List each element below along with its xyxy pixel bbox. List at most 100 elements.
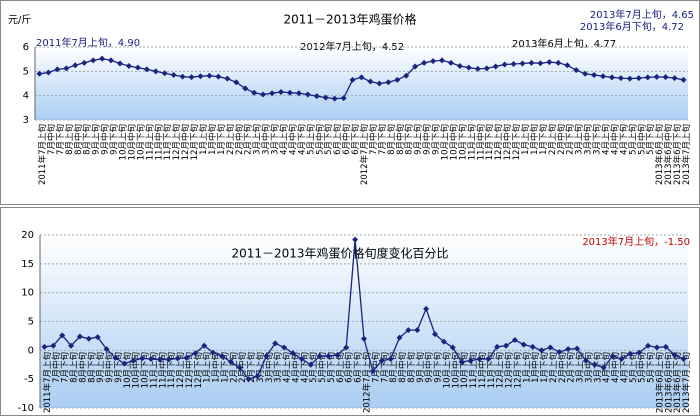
marker <box>218 353 225 360</box>
marker <box>251 89 258 96</box>
x-tick-label: 5月中旬 <box>637 352 648 383</box>
x-tick-label: 2月下旬 <box>243 124 254 155</box>
marker <box>511 336 518 343</box>
x-tick-label: 8月上旬 <box>386 124 397 155</box>
x-tick-label: 2012年7月上旬 <box>359 124 370 185</box>
x-tick-label: 4月上旬 <box>282 352 293 383</box>
x-tick-label: 11月下旬 <box>484 124 495 160</box>
marker <box>680 355 687 362</box>
x-tick-label: 9月下旬 <box>113 352 124 383</box>
marker <box>325 353 332 360</box>
x-tick-label: 12月中旬 <box>502 124 513 160</box>
x-tick-label: 1月中旬 <box>207 124 218 155</box>
y-tick-label: 6 <box>23 42 29 53</box>
x-tick-label: 3月下旬 <box>270 124 281 155</box>
marker <box>116 60 123 67</box>
marker <box>367 78 374 85</box>
marker <box>608 74 615 81</box>
x-tick-label: 2013年7月上旬 <box>681 352 692 413</box>
x-tick-label: 11月上旬 <box>468 352 479 388</box>
marker <box>130 357 137 364</box>
marker <box>68 342 75 349</box>
marker <box>263 353 270 360</box>
marker <box>156 356 163 363</box>
marker <box>50 342 57 349</box>
marker <box>245 376 252 383</box>
x-tick-label: 6月上旬 <box>332 124 343 155</box>
x-tick-label: 1月上旬 <box>520 124 531 155</box>
x-tick-label: 2月上旬 <box>228 352 239 383</box>
x-tick-label: 5月上旬 <box>308 352 319 383</box>
marker <box>125 62 132 69</box>
x-tick-label: 2月中旬 <box>237 352 248 383</box>
marker <box>626 75 633 82</box>
marker <box>430 58 437 65</box>
x-tick-label: 3月中旬 <box>264 352 275 383</box>
x-tick-label: 12月下旬 <box>512 352 523 388</box>
marker <box>474 65 481 72</box>
x-tick-label: 3月上旬 <box>252 124 263 155</box>
marker <box>519 60 526 67</box>
x-tick-label: 2月中旬 <box>557 352 568 383</box>
x-tick-label: 12月上旬 <box>495 352 506 388</box>
marker <box>405 327 412 334</box>
x-tick-label: 2月上旬 <box>547 124 558 155</box>
marker <box>63 65 70 72</box>
marker <box>503 342 510 349</box>
marker <box>161 70 168 77</box>
marker <box>662 343 669 350</box>
annotation: 2013年7月上旬，4.65 <box>590 8 694 21</box>
x-tick-label: 1月中旬 <box>529 124 540 155</box>
marker <box>662 74 669 81</box>
x-tick-label: 2013年6月上旬 <box>654 124 665 185</box>
marker <box>349 76 356 83</box>
marker <box>215 73 222 80</box>
marker <box>227 358 234 365</box>
marker <box>313 93 320 100</box>
x-tick-label: 3月上旬 <box>574 124 585 155</box>
x-tick-label: 11月下旬 <box>486 352 497 388</box>
y-tick-label: 15 <box>21 259 34 270</box>
x-tick-label: 12月上旬 <box>493 124 504 160</box>
marker <box>627 350 634 357</box>
x-tick-label: 12月下旬 <box>511 124 522 160</box>
x-tick-label: 3月下旬 <box>592 124 603 155</box>
marker <box>242 85 249 92</box>
change-chart: 2011－2013年鸡蛋价格旬度变化百分比 2013年7月上旬，-1.50 -1… <box>18 230 692 414</box>
x-tick-label: 6月下旬 <box>353 352 364 383</box>
x-tick-label: 6月中旬 <box>344 352 355 383</box>
x-tick-label: 8月下旬 <box>82 124 93 155</box>
x-tick-label: 9月上旬 <box>91 124 102 155</box>
x-tick-label: 2011年7月上旬 <box>42 352 53 413</box>
x-tick-label: 5月下旬 <box>646 352 657 383</box>
y-axis-label: 元/斤 <box>8 14 31 26</box>
x-tick-label: 8月上旬 <box>64 124 75 155</box>
x-tick-label: 3月中旬 <box>261 124 272 155</box>
marker <box>591 71 598 78</box>
marker <box>555 59 562 66</box>
x-tick-label: 4月中旬 <box>290 352 301 383</box>
marker <box>260 91 267 98</box>
x-tick-label: 8月下旬 <box>86 352 97 383</box>
marker <box>476 355 483 362</box>
y-tick-label: 5 <box>23 66 29 77</box>
marker <box>210 349 217 356</box>
x-tick-label: 9月下旬 <box>109 124 120 155</box>
x-tick-label: 11月上旬 <box>466 124 477 160</box>
marker <box>671 75 678 82</box>
marker <box>423 305 430 312</box>
marker <box>76 333 83 340</box>
marker <box>546 59 553 66</box>
x-tick-label: 8月上旬 <box>69 352 80 383</box>
x-tick-label: 2013年7月上旬 <box>681 124 692 185</box>
marker <box>520 341 527 348</box>
x-tick-label: 10月下旬 <box>457 124 468 160</box>
x-tick-label: 12月中旬 <box>504 352 515 388</box>
marker <box>286 89 293 96</box>
x-tick-label: 2月下旬 <box>246 352 257 383</box>
marker <box>439 57 446 64</box>
marker <box>112 354 119 361</box>
annotation: 2013年7月上旬，-1.50 <box>582 235 690 248</box>
marker <box>331 95 338 102</box>
marker <box>281 344 288 351</box>
